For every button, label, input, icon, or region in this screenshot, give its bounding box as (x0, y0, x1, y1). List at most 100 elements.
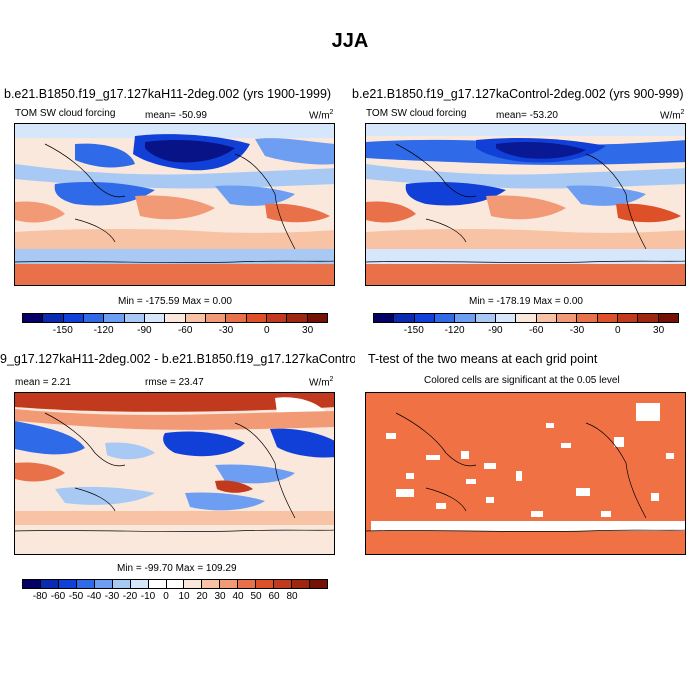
rmse-label-bottom-left: rmse = 23.47 (145, 377, 204, 388)
colorbar-swatch (63, 314, 84, 322)
map-top-left (14, 123, 335, 286)
colorbar-swatch (266, 314, 288, 322)
panel-title-top-right: b.e21.B1850.f19_g17.127kaControl-2deg.00… (352, 87, 684, 101)
colorbar-top-right (373, 313, 679, 323)
colorbar-tick-label: 80 (286, 591, 298, 602)
colorbar-tick-label: -30 (569, 325, 585, 336)
panel-subtitle-bottom-right: Colored cells are significant at the 0.0… (424, 375, 620, 386)
colorbar-tick-label: -30 (218, 325, 234, 336)
colorbar-swatch (495, 314, 517, 322)
colorbar-swatch (292, 580, 310, 588)
colorbar-tick-label: 10 (178, 591, 190, 602)
colorbar-swatch (58, 580, 77, 588)
variable-label-top-left: TOM SW cloud forcing (15, 108, 116, 119)
colorbar-swatch (94, 580, 113, 588)
colorbar-tick-label: 60 (268, 591, 280, 602)
colorbar-ticks-bottom-left: -80 -60 -50 -40 -30 -20 -10 0 10 20 30 40 50 60 80 (22, 591, 328, 605)
colorbar-swatch (185, 314, 206, 322)
colorbar-swatch (148, 580, 167, 588)
colorbar-tick-label: -30 (104, 591, 120, 602)
colorbar-ticks-top-right: -150 -120 -90 -60 -30 0 30 (373, 325, 679, 339)
colorbar-swatch (658, 314, 678, 322)
map-bottom-left (14, 392, 335, 555)
map-bottom-right (365, 392, 686, 555)
colorbar-tick-label: 0 (264, 325, 270, 336)
colorbar-tick-label: -60 (50, 591, 66, 602)
units-label-top-left: W/m2 (309, 109, 334, 122)
minmax-label-bottom-left: Min = -99.70 Max = 109.29 (117, 563, 237, 574)
colorbar-swatch (184, 580, 203, 588)
colorbar-swatch (76, 580, 95, 588)
colorbar-swatch (246, 314, 267, 322)
colorbar-swatch (374, 314, 395, 322)
colorbar-tick-label: -50 (68, 591, 84, 602)
colorbar-tick-label: -80 (32, 591, 48, 602)
main-title: JJA (331, 30, 369, 52)
colorbar-swatch (307, 314, 327, 322)
colorbar-top-left (22, 313, 328, 323)
colorbar-swatch (23, 580, 41, 588)
colorbar-swatch (577, 314, 598, 322)
colorbar-swatch (112, 580, 131, 588)
panel-title-bottom-right: T-test of the two means at each grid poi… (368, 352, 598, 366)
mean-label-top-right: mean= -53.20 (496, 110, 558, 121)
units-label-bottom-left: W/m2 (309, 376, 334, 389)
colorbar-swatch (124, 314, 145, 322)
panel-title-top-left: b.e21.B1850.f19_g17.127kaH11-2deg.002 (y… (4, 87, 332, 101)
colorbar-swatch (104, 314, 125, 322)
colorbar-swatch (226, 314, 247, 322)
colorbar-swatch (40, 580, 59, 588)
colorbar-tick-label: 30 (653, 325, 665, 336)
colorbar-ticks-top-left: -150 -120 -90 -60 -30 0 30 (22, 325, 328, 339)
colorbar-tick-label: 50 (250, 591, 262, 602)
colorbar-tick-label: 30 (214, 591, 226, 602)
panel-title-bottom-left: 9_g17.127kaH11-2deg.002 - b.e21.B1850.f1… (0, 352, 355, 366)
colorbar-swatch (597, 314, 618, 322)
colorbar-swatch (23, 314, 44, 322)
units-label-top-right: W/m2 (660, 109, 685, 122)
colorbar-swatch (83, 314, 105, 322)
colorbar-swatch (287, 314, 308, 322)
colorbar-tick-label: -120 (444, 325, 465, 336)
colorbar-tick-label: -150 (403, 325, 424, 336)
colorbar-swatch (455, 314, 476, 322)
colorbar-swatch (556, 314, 578, 322)
colorbar-swatch (414, 314, 435, 322)
colorbar-tick-label: 40 (232, 591, 244, 602)
colorbar-tick-label: -90 (488, 325, 503, 336)
colorbar-swatch (238, 580, 257, 588)
colorbar-tick-label: -150 (52, 325, 73, 336)
colorbar-tick-label: 20 (196, 591, 208, 602)
colorbar-swatch (256, 580, 275, 588)
map-top-right (365, 123, 686, 286)
mean-label-top-left: mean= -50.99 (145, 110, 207, 121)
colorbar-swatch (205, 314, 227, 322)
colorbar-swatch (274, 580, 293, 588)
colorbar-swatch (202, 580, 221, 588)
colorbar-tick-label: 0 (163, 591, 169, 602)
colorbar-tick-label: -60 (528, 325, 544, 336)
colorbar-swatch (536, 314, 557, 322)
minmax-label-top-left: Min = -175.59 Max = 0.00 (118, 296, 232, 307)
colorbar-swatch (220, 580, 239, 588)
colorbar-swatch (434, 314, 456, 322)
colorbar-swatch (166, 580, 185, 588)
colorbar-swatch (516, 314, 537, 322)
variable-label-top-right: TOM SW cloud forcing (366, 108, 467, 119)
minmax-label-top-right: Min = -178.19 Max = 0.00 (469, 296, 583, 307)
colorbar-tick-label: -20 (122, 591, 138, 602)
colorbar-tick-label: -120 (93, 325, 114, 336)
mean-label-bottom-left: mean = 2.21 (15, 377, 71, 388)
colorbar-tick-label: -10 (140, 591, 156, 602)
colorbar-tick-label: -60 (177, 325, 193, 336)
colorbar-swatch (43, 314, 64, 322)
colorbar-swatch (638, 314, 659, 322)
colorbar-swatch (475, 314, 496, 322)
colorbar-tick-label: 0 (615, 325, 621, 336)
colorbar-swatch (144, 314, 166, 322)
colorbar-swatch (394, 314, 415, 322)
colorbar-tick-label: -90 (137, 325, 152, 336)
colorbar-swatch (130, 580, 149, 588)
colorbar-bottom-left (22, 579, 328, 589)
colorbar-tick-label: -40 (86, 591, 102, 602)
